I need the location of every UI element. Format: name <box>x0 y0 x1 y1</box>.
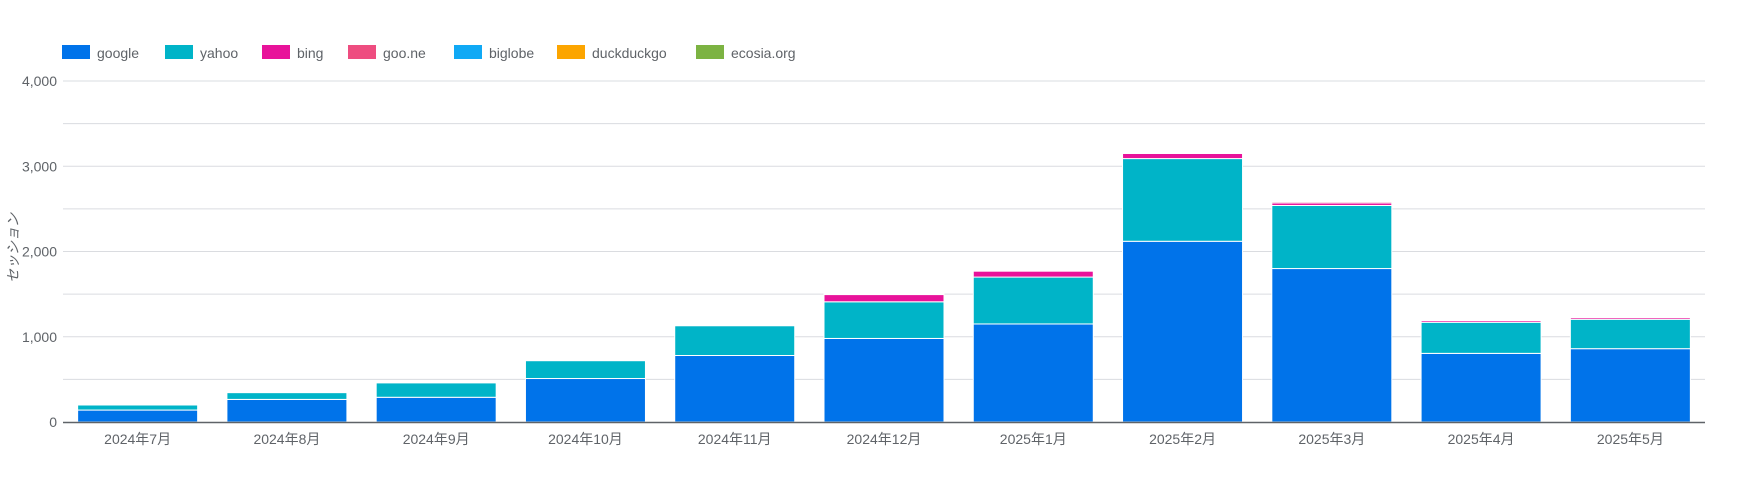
bar-segment <box>1272 205 1392 268</box>
bar-segment <box>675 356 795 422</box>
y-tick-label: 1,000 <box>22 329 57 345</box>
bar-segment <box>227 399 347 422</box>
y-tick-label: 2,000 <box>22 244 57 260</box>
bar-segment <box>675 326 795 356</box>
bar-segment <box>1570 349 1690 422</box>
x-tick-label: 2024年8月 <box>253 431 320 447</box>
bar-segment <box>1272 269 1392 422</box>
bar-segment <box>376 383 496 397</box>
y-tick-label: 0 <box>49 414 57 430</box>
x-tick-label: 2024年11月 <box>698 431 772 447</box>
bar-segment <box>973 271 1093 277</box>
legend-swatch <box>557 45 585 59</box>
x-tick-label: 2024年7月 <box>104 431 171 447</box>
y-tick-label: 4,000 <box>22 73 57 89</box>
bar-segment <box>1123 153 1243 158</box>
legend-swatch <box>696 45 724 59</box>
bar-segment <box>1570 319 1690 348</box>
bar-segment <box>1123 241 1243 422</box>
y-axis-ticks: 0 1,000 2,000 3,000 4,000 <box>22 73 57 430</box>
legend-swatch <box>262 45 290 59</box>
bar-segment <box>1123 159 1243 242</box>
legend-swatch <box>454 45 482 59</box>
bar-segment <box>973 277 1093 324</box>
x-tick-label: 2024年9月 <box>403 431 470 447</box>
x-tick-label: 2025年4月 <box>1448 431 1515 447</box>
y-tick-label: 3,000 <box>22 158 57 174</box>
legend: google yahoo bing goo.ne biglobe duckduckgo ec… <box>62 45 796 61</box>
bars <box>78 152 1691 422</box>
x-tick-label: 2025年2月 <box>1149 431 1216 447</box>
y-axis-title: セッション <box>5 212 21 283</box>
bar-segment <box>525 379 645 422</box>
legend-swatch <box>348 45 376 59</box>
x-tick-label: 2024年12月 <box>847 431 922 447</box>
legend-swatch <box>62 45 90 59</box>
bar-segment <box>227 393 347 400</box>
bar-segment <box>1421 322 1541 353</box>
bar-segment <box>376 397 496 422</box>
bar-segment <box>824 302 944 339</box>
bar-segment <box>78 410 198 422</box>
x-tick-label: 2025年3月 <box>1298 431 1365 447</box>
legend-label: bing <box>297 45 323 61</box>
x-axis-ticks: 2024年7月 2024年8月 2024年9月 2024年10月 2024年11月 202… <box>104 431 1664 447</box>
legend-label: duckduckgo <box>592 45 667 61</box>
x-tick-label: 2025年5月 <box>1597 431 1664 447</box>
bar-segment <box>973 324 1093 422</box>
bar-segment <box>824 338 944 422</box>
bar-segment <box>525 361 645 379</box>
legend-label: biglobe <box>489 45 534 61</box>
legend-label: yahoo <box>200 45 238 61</box>
bar-segment <box>1421 353 1541 422</box>
legend-swatch <box>165 45 193 59</box>
legend-label: ecosia.org <box>731 45 796 61</box>
x-tick-label: 2025年1月 <box>1000 431 1067 447</box>
x-tick-label: 2024年10月 <box>548 431 623 447</box>
legend-label: goo.ne <box>383 45 426 61</box>
bar-segment <box>824 295 944 302</box>
bar-segment <box>78 405 198 410</box>
legend-label: google <box>97 45 139 61</box>
